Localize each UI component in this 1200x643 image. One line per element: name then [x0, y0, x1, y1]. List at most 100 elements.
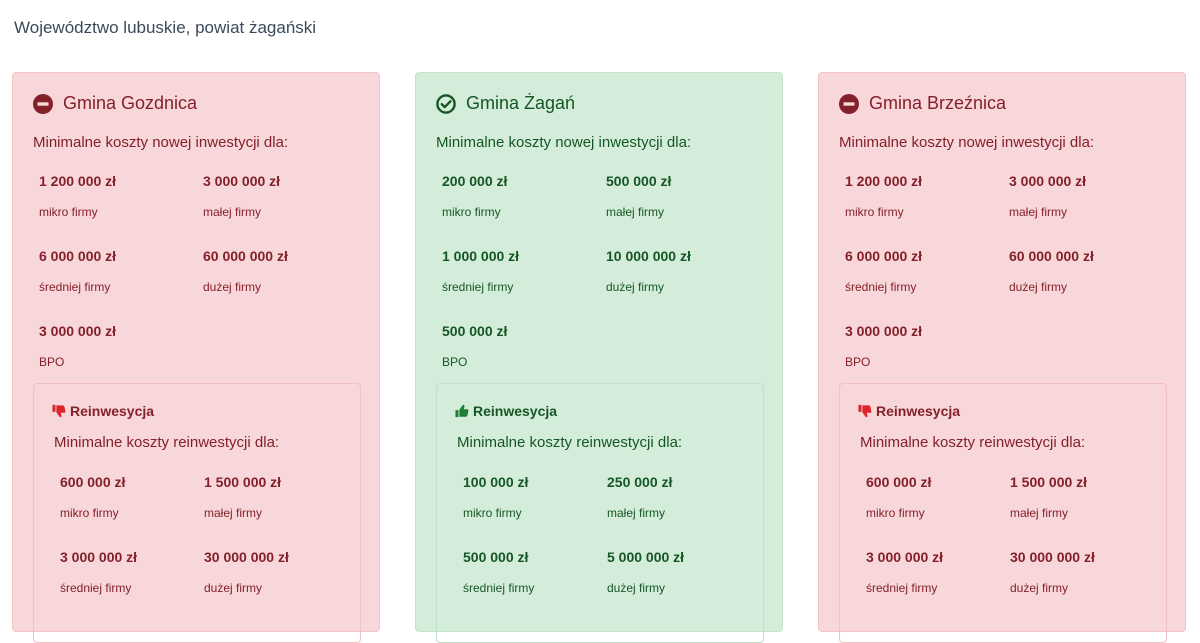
municipality-cards: Gmina Gozdnica Minimalne koszty nowej in… — [12, 72, 1188, 643]
card-subtitle: Minimalne koszty nowej inwestycji dla: — [436, 134, 692, 151]
reinvest-cost-item: 1 500 000 zł małej firmy — [1010, 474, 1088, 520]
thumbs-down-icon — [52, 404, 66, 418]
cost-amount: 1 000 000 zł — [442, 248, 520, 264]
cost-amount: 3 000 000 zł — [60, 549, 138, 565]
cost-amount: 3 000 000 zł — [39, 323, 117, 339]
reinvestment-title: Reinwesycja — [455, 403, 557, 419]
municipality-card-brzeznica: Gmina Brzeźnica Minimalne koszty nowej i… — [818, 72, 1186, 643]
cost-amount: 1 200 000 zł — [39, 173, 117, 189]
reinvest-cost-item: 3 000 000 zł średniej firmy — [60, 549, 138, 595]
cost-item: 3 000 000 zł małej firmy — [203, 173, 281, 219]
reinvestment-subtitle: Minimalne koszty reinwestycji dla: — [457, 434, 683, 451]
cost-label: mikro firmy — [442, 205, 501, 219]
cost-amount: 600 000 zł — [866, 474, 932, 490]
page-heading: Województwo lubuskie, powiat żagański — [14, 18, 317, 37]
cost-label: małej firmy — [606, 205, 665, 219]
card-title-text: Gmina Brzeźnica — [869, 93, 1007, 113]
cost-label: średniej firmy — [845, 280, 917, 294]
reinvestment-subtitle: Minimalne koszty reinwestycji dla: — [54, 434, 280, 451]
cost-amount: 1 500 000 zł — [204, 474, 282, 490]
cost-label: małej firmy — [203, 205, 262, 219]
cost-label: mikro firmy — [463, 506, 522, 520]
reinvest-cost-item: 600 000 zł mikro firmy — [60, 474, 126, 520]
card-title-text: Gmina Żagań — [466, 93, 576, 113]
cost-amount: 1 500 000 zł — [1010, 474, 1088, 490]
reinvest-cost-item: 600 000 zł mikro firmy — [866, 474, 932, 520]
cost-amount: 30 000 000 zł — [1010, 549, 1095, 565]
reinvestment-title-text: Reinwesycja — [70, 403, 155, 419]
card-title: Gmina Gozdnica — [33, 93, 197, 114]
cost-amount: 60 000 000 zł — [1009, 248, 1094, 264]
cost-amount: 3 000 000 zł — [1009, 173, 1087, 189]
cost-label: dużej firmy — [1009, 280, 1068, 294]
cost-item: 1 000 000 zł średniej firmy — [442, 248, 520, 294]
cost-item: 6 000 000 zł średniej firmy — [845, 248, 923, 294]
reinvestment-panel: Reinwesycja Minimalne koszty reinwestycj… — [33, 383, 361, 643]
cost-label: średniej firmy — [463, 581, 535, 595]
cost-label: dużej firmy — [606, 280, 665, 294]
municipality-card-zagan: Gmina Żagań Minimalne koszty nowej inwes… — [415, 72, 783, 643]
cost-label: dużej firmy — [607, 581, 666, 595]
reinvest-cost-item: 30 000 000 zł dużej firmy — [1010, 549, 1095, 595]
thumbs-down-icon — [858, 404, 872, 418]
reinvest-cost-item: 1 500 000 zł małej firmy — [204, 474, 282, 520]
cost-amount: 500 000 zł — [463, 549, 529, 565]
cost-label: średniej firmy — [442, 280, 514, 294]
reinvest-cost-item: 3 000 000 zł średniej firmy — [866, 549, 944, 595]
cost-amount: 100 000 zł — [463, 474, 529, 490]
cost-item: 500 000 zł BPO — [442, 323, 507, 369]
cost-item: 3 000 000 zł BPO — [39, 323, 117, 369]
cost-amount: 6 000 000 zł — [845, 248, 923, 264]
cost-label: mikro firmy — [39, 205, 98, 219]
cost-amount: 3 000 000 zł — [203, 173, 281, 189]
cost-label: dużej firmy — [204, 581, 263, 595]
minus-circle-icon — [33, 93, 53, 114]
cost-amount: 250 000 zł — [607, 474, 673, 490]
cost-amount: 30 000 000 zł — [204, 549, 289, 565]
cost-item: 1 200 000 zł mikro firmy — [845, 173, 923, 219]
cost-item: 200 000 zł mikro firmy — [442, 173, 508, 219]
cost-item: 10 000 000 zł dużej firmy — [606, 248, 691, 294]
reinvestment-panel: Reinwesycja Minimalne koszty reinwestycj… — [436, 383, 764, 643]
cost-label: dużej firmy — [203, 280, 262, 294]
cost-label: mikro firmy — [60, 506, 119, 520]
cost-item: 3 000 000 zł BPO — [845, 323, 923, 369]
cost-amount: 3 000 000 zł — [866, 549, 944, 565]
cost-label: BPO — [442, 355, 468, 369]
cost-amount: 5 000 000 zł — [607, 549, 685, 565]
cost-amount: 1 200 000 zł — [845, 173, 923, 189]
cost-amount: 3 000 000 zł — [845, 323, 923, 339]
cost-amount: 6 000 000 zł — [39, 248, 117, 264]
cost-label: małej firmy — [204, 506, 263, 520]
cost-label: mikro firmy — [866, 506, 925, 520]
cost-item: 60 000 000 zł dużej firmy — [203, 248, 288, 294]
cost-amount: 200 000 zł — [442, 173, 508, 189]
cost-item: 1 200 000 zł mikro firmy — [39, 173, 117, 219]
card-title: Gmina Brzeźnica — [839, 93, 1006, 114]
cost-amount: 600 000 zł — [60, 474, 126, 490]
cost-item: 500 000 zł małej firmy — [606, 173, 672, 219]
cost-item: 60 000 000 zł dużej firmy — [1009, 248, 1094, 294]
reinvestment-title-text: Reinwesycja — [876, 403, 961, 419]
cost-label: BPO — [39, 355, 65, 369]
card-subtitle: Minimalne koszty nowej inwestycji dla: — [839, 134, 1095, 151]
cost-label: mikro firmy — [845, 205, 904, 219]
cost-label: małej firmy — [607, 506, 666, 520]
reinvest-cost-item: 30 000 000 zł dużej firmy — [204, 549, 289, 595]
cost-amount: 500 000 zł — [606, 173, 672, 189]
cost-label: dużej firmy — [1010, 581, 1069, 595]
municipality-card-gozdnica: Gmina Gozdnica Minimalne koszty nowej in… — [12, 72, 380, 643]
cost-label: średniej firmy — [39, 280, 111, 294]
card-title: Gmina Żagań — [436, 93, 575, 114]
reinvestment-title-text: Reinwesycja — [473, 403, 558, 419]
cost-label: małej firmy — [1009, 205, 1068, 219]
reinvestment-subtitle: Minimalne koszty reinwestycji dla: — [860, 434, 1086, 451]
reinvestment-panel: Reinwesycja Minimalne koszty reinwestycj… — [839, 383, 1167, 643]
cost-item: 6 000 000 zł średniej firmy — [39, 248, 117, 294]
reinvest-cost-item: 5 000 000 zł dużej firmy — [607, 549, 685, 595]
reinvestment-title: Reinwesycja — [858, 403, 960, 419]
reinvestment-title: Reinwesycja — [52, 403, 154, 419]
reinvest-cost-item: 100 000 zł mikro firmy — [463, 474, 529, 520]
card-subtitle: Minimalne koszty nowej inwestycji dla: — [33, 134, 289, 151]
card-title-text: Gmina Gozdnica — [63, 93, 198, 113]
